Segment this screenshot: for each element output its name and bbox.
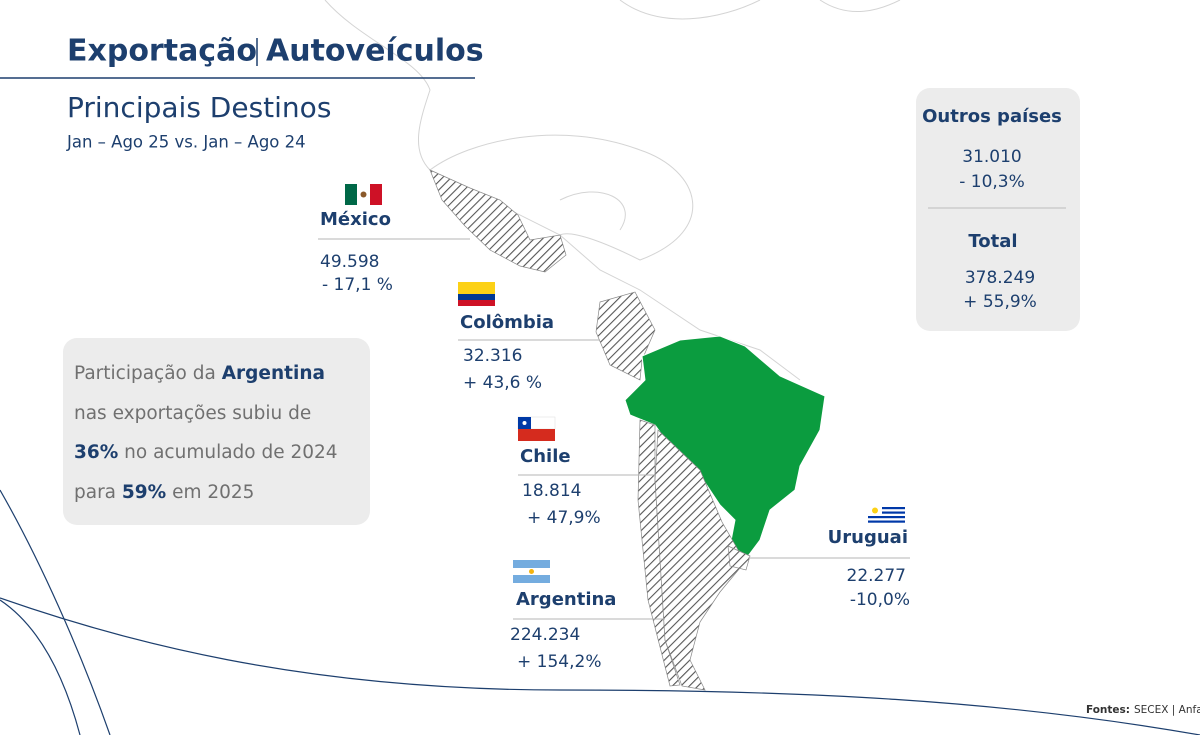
mexico-shape	[429, 169, 567, 273]
title-suffix: Autoveículos	[266, 34, 484, 69]
destination-change: + 43,6 %	[463, 373, 542, 393]
callout-highlight: 36%	[74, 442, 119, 463]
total-value: 378.249	[965, 268, 1035, 288]
callout-highlight: 59%	[121, 481, 167, 503]
destination-change: - 17,1 %	[322, 275, 393, 295]
argentina-shape	[654, 429, 746, 691]
callout-text: em 2025	[166, 481, 255, 503]
source-text: SECEX | Anfavea	[1134, 704, 1200, 716]
destination-name: México	[320, 209, 391, 230]
total-change: + 55,9%	[963, 292, 1037, 312]
destination-name: Chile	[520, 446, 571, 467]
flag-argentina	[513, 560, 550, 583]
source-label: Fontes:	[1086, 704, 1130, 716]
destination-value: 22.277	[847, 566, 906, 586]
colombia-shape	[595, 291, 656, 381]
flag-mexico	[345, 184, 382, 205]
brazil-shape	[624, 335, 826, 557]
chile-shape	[637, 419, 681, 687]
callout: Participação da Argentina nas exportaçõe…	[63, 338, 370, 525]
summary-box	[916, 88, 1080, 331]
map	[429, 169, 826, 691]
uruguay-shape	[727, 545, 751, 571]
flag-uruguay	[868, 505, 905, 525]
destination-name: Colômbia	[460, 312, 554, 333]
callout-highlight: Argentina	[221, 363, 325, 384]
destination-value: 18.814	[522, 481, 581, 501]
others-change: - 10,3%	[959, 172, 1025, 192]
destination-value: 49.598	[320, 252, 379, 272]
title: Exportação	[67, 34, 257, 69]
flag-colombia	[458, 282, 495, 306]
destination-change: -10,0%	[850, 590, 910, 610]
destination-name: Argentina	[516, 589, 616, 610]
destination-change: + 154,2%	[517, 652, 601, 672]
destination-change: + 47,9%	[527, 508, 601, 528]
decor-lines	[0, 489, 1200, 735]
callout-text: nas exportações subiu de	[74, 402, 312, 424]
subtitle: Principais Destinos	[67, 91, 331, 124]
destination-value: 224.234	[510, 625, 580, 645]
callout-text: no acumulado de 2024 para	[74, 442, 338, 503]
period: Jan – Ago 25 vs. Jan – Ago 24	[66, 133, 306, 152]
destination-value: 32.316	[463, 346, 522, 366]
flag-chile	[517, 416, 556, 441]
others-value: 31.010	[962, 147, 1021, 167]
destination-name: Uruguai	[828, 527, 908, 548]
total-label: Total	[968, 231, 1017, 252]
callout-text: Participação da	[74, 363, 222, 384]
others-label: Outros países	[922, 106, 1062, 127]
